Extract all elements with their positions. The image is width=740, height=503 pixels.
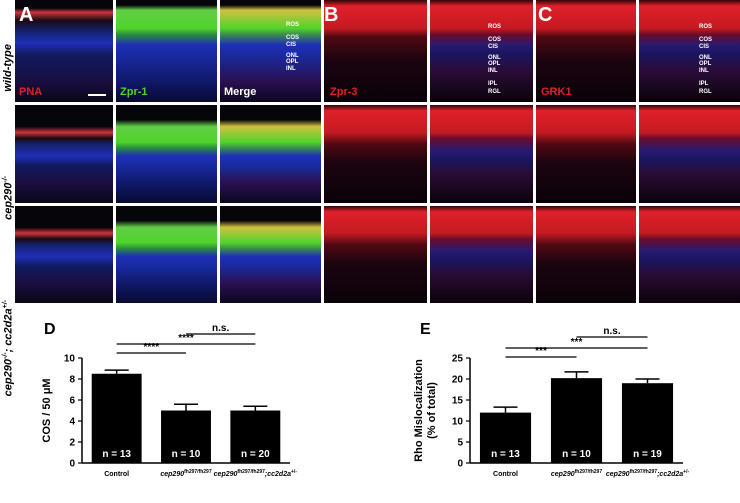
tile-label-zpr3: Zpr-3	[330, 86, 358, 98]
micrograph-tile	[116, 105, 217, 203]
layer-label: INL	[286, 66, 296, 72]
layer-label: RGL	[699, 89, 712, 95]
category-label: Control	[104, 471, 129, 478]
y-tick-label: 0	[457, 459, 463, 470]
micrograph-tile	[116, 206, 217, 303]
panel-letter-a: A	[19, 4, 34, 26]
layer-label: CIS	[286, 42, 297, 48]
layer-label: COS	[488, 37, 502, 43]
y-axis-label: COS / 50 μM	[41, 378, 53, 442]
layer-label: INL	[699, 68, 709, 74]
tile-label-merge: Merge	[224, 86, 257, 98]
panel-letter-c: C	[538, 4, 553, 26]
micrograph-tile	[15, 206, 113, 303]
y-tick-label: 25	[452, 354, 464, 365]
micrograph-tile	[639, 105, 740, 203]
layer-label: IPL	[488, 81, 498, 87]
tile-label-grk1: GRK1	[541, 86, 572, 98]
significance-label: ***	[571, 337, 583, 348]
chart-d: D 0 2 4 6 8 10 COS / 50 μM n = 13 Control n = 10 ce…	[41, 321, 298, 478]
layer-label: ONL	[699, 55, 712, 61]
y-tick-label: 6	[69, 396, 75, 407]
bar	[479, 412, 532, 463]
bar	[550, 378, 603, 463]
micrograph-tile	[220, 206, 321, 303]
micrograph-tile	[430, 0, 533, 102]
bar	[621, 383, 674, 463]
category-label: cep290fh297/fh297;cc2d2a+/-	[214, 469, 298, 478]
bar	[161, 410, 211, 463]
layer-label: ROS	[488, 24, 502, 30]
row-label-cep290: cep290-/-	[2, 176, 15, 220]
y-tick-label: 10	[64, 354, 76, 365]
y-tick-label: 4	[69, 417, 75, 428]
n-label: n = 19	[633, 449, 662, 460]
layer-label: ONL	[488, 55, 501, 61]
n-label: n = 10	[562, 449, 591, 460]
micrograph-tile	[220, 0, 321, 102]
micrograph-tile	[430, 105, 533, 203]
row-label-wildtype: wild-type	[2, 44, 14, 92]
layer-label: ONL	[286, 53, 299, 59]
category-label: cep290fh297/fh297	[160, 469, 211, 478]
y-tick-label: 15	[452, 396, 464, 407]
y-tick-label: 8	[69, 375, 75, 386]
n-label: n = 20	[241, 449, 270, 460]
scale-bar	[88, 94, 106, 96]
y-tick-label: 5	[457, 438, 463, 449]
panel-letter: D	[44, 321, 56, 338]
panel-letter: E	[420, 321, 431, 338]
layer-label: ROS	[699, 24, 713, 30]
micrograph-tile	[430, 206, 533, 303]
layer-label: RGL	[488, 89, 501, 95]
panel-letter-b: B	[324, 4, 339, 26]
micrograph-tile	[639, 206, 740, 303]
micrograph-tile	[536, 0, 636, 102]
n-label: n = 13	[491, 449, 520, 460]
row-label-double-mutant: cep290-/-; cc2d2a+/-	[2, 300, 15, 397]
micrograph-tile	[324, 206, 427, 303]
layer-label: OPL	[699, 61, 712, 67]
significance-label: n.s.	[212, 323, 229, 334]
layer-label: IPL	[699, 81, 709, 87]
significance-label: ***	[535, 346, 547, 357]
y-tick-label: 0	[69, 459, 75, 470]
y-tick-label: 2	[69, 438, 75, 449]
micrograph-tile	[15, 105, 113, 203]
bar	[230, 410, 281, 463]
layer-label: CIS	[699, 44, 710, 50]
micrograph-tile	[116, 0, 217, 102]
layer-label: COS	[699, 37, 713, 43]
y-tick-label: 20	[452, 375, 464, 386]
micrograph-tile	[220, 105, 321, 203]
category-label: cep290fh297/fh297;cc2d2a+/-	[606, 469, 690, 478]
micrograph-tile	[639, 0, 740, 102]
y-axis-label: Rho Mislocalization	[413, 359, 425, 462]
layer-label: OPL	[286, 59, 299, 65]
layer-label: COS	[286, 35, 300, 41]
category-label: cep290fh297/fh297	[551, 469, 602, 478]
layer-label: OPL	[488, 61, 501, 67]
tile-label-pna: PNA	[19, 86, 43, 98]
layer-label: ROS	[286, 22, 300, 28]
category-label: Control	[493, 471, 518, 478]
bar	[91, 373, 142, 463]
micrograph-tile	[324, 105, 427, 203]
chart-e: E 0 5 10 15 20 25 Rho Mislocalization (% of tota…	[413, 321, 690, 478]
n-label: n = 10	[172, 449, 201, 460]
y-axis-label-2: (% of total)	[426, 382, 438, 439]
significance-label: ****	[144, 342, 160, 353]
significance-label: ****	[178, 333, 194, 344]
tile-label-zpr1: Zpr-1	[120, 86, 148, 98]
micrograph-tile	[324, 0, 427, 102]
layer-label: CIS	[488, 44, 499, 50]
micrograph-tile	[15, 0, 113, 102]
significance-label: n.s.	[603, 326, 620, 337]
micrograph-tile	[536, 105, 636, 203]
n-label: n = 13	[102, 449, 131, 460]
y-tick-label: 10	[452, 417, 464, 428]
micrograph-tile	[536, 206, 636, 303]
layer-label: INL	[488, 68, 498, 74]
